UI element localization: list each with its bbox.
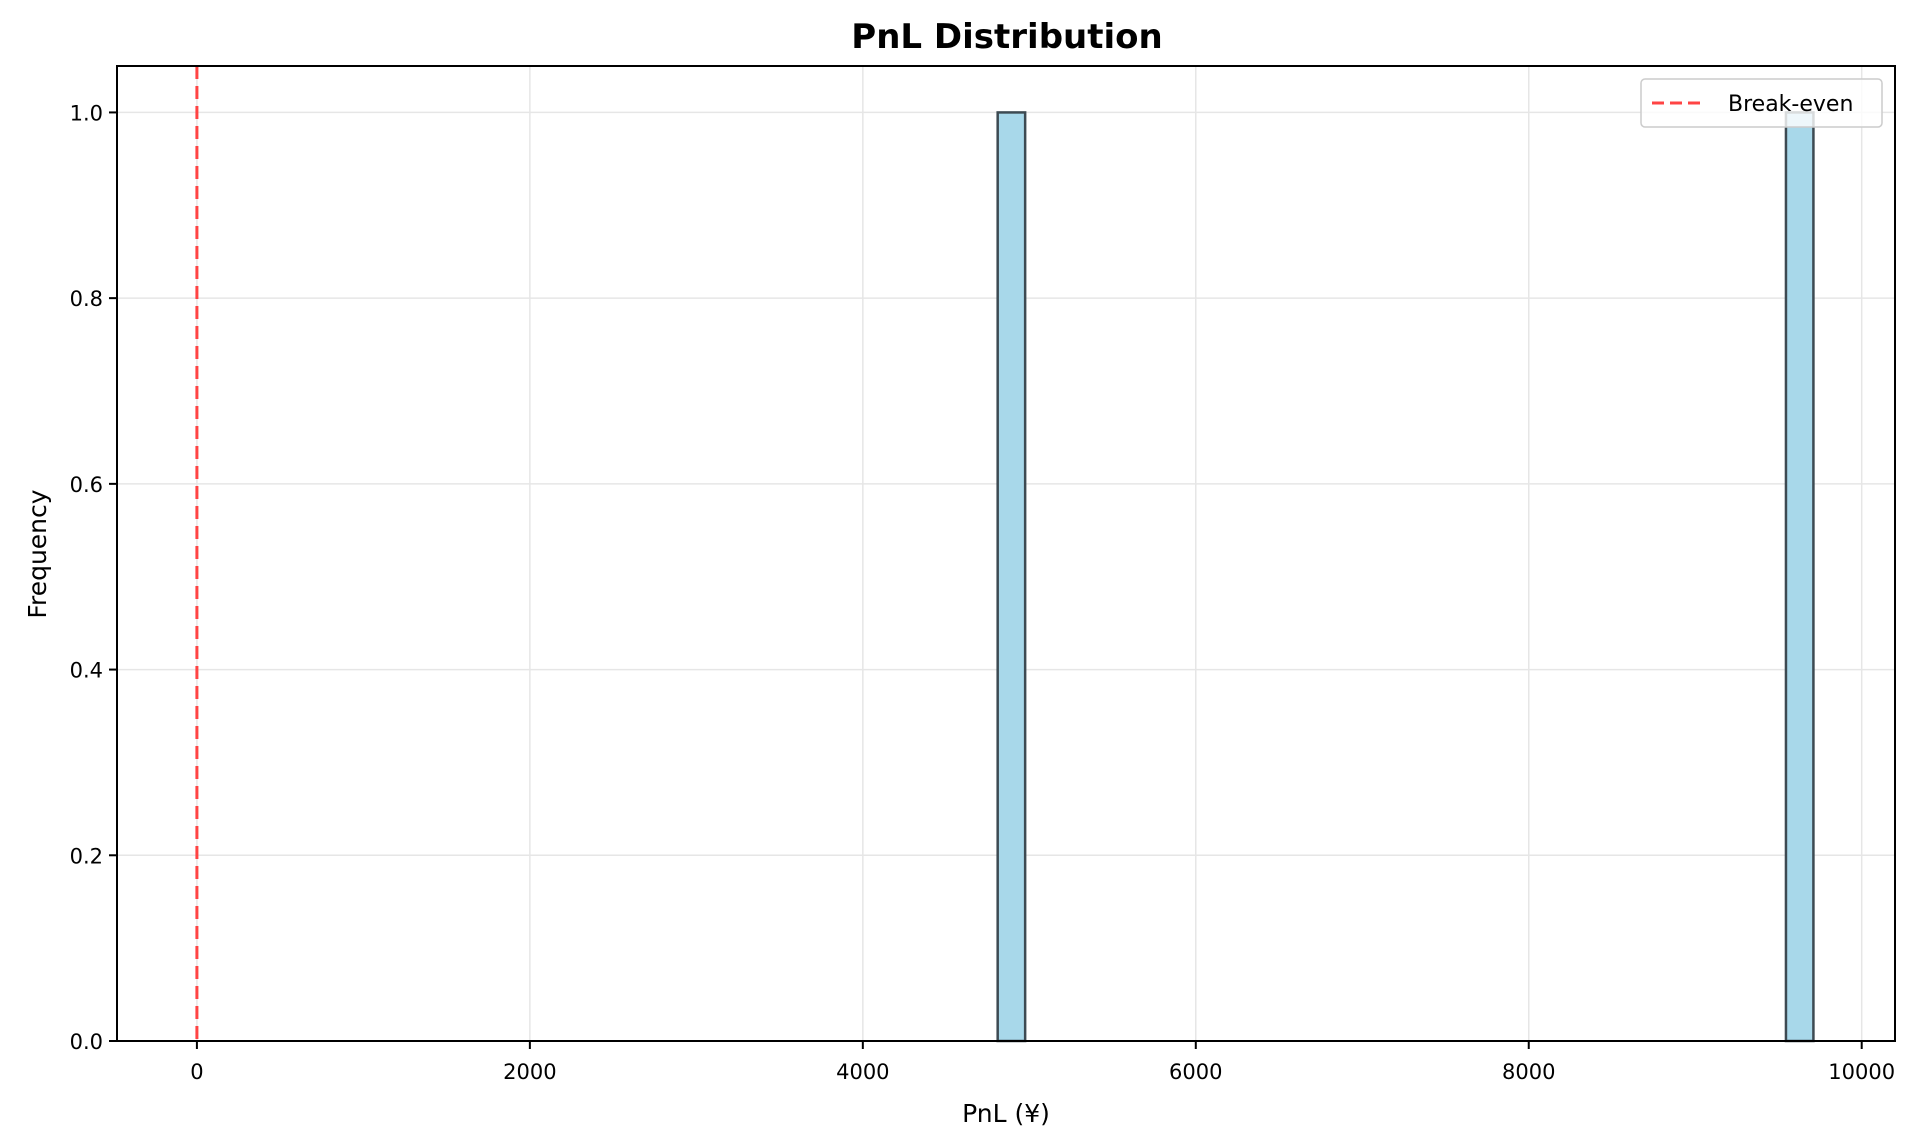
plot-frame xyxy=(116,65,1896,1042)
x-axis-label: PnL (¥) xyxy=(962,1099,1050,1128)
legend-box xyxy=(1640,78,1883,128)
x-tick-label: 0 xyxy=(190,1060,203,1084)
x-tick-label: 6000 xyxy=(1169,1060,1222,1084)
y-tick-label: 0.4 xyxy=(70,659,103,683)
legend-label-break-even: Break-even xyxy=(1728,92,1853,117)
histogram-bar xyxy=(1784,111,1815,1043)
x-axis-ticks: 0 2000 4000 6000 8000 10000 xyxy=(190,1041,1895,1084)
y-axis-label: Frequency xyxy=(23,489,52,618)
legend: Break-even xyxy=(1640,78,1883,128)
y-tick-label: 0.6 xyxy=(70,473,103,497)
x-tick-label: 10000 xyxy=(1828,1060,1895,1084)
x-tick-label: 4000 xyxy=(836,1060,889,1084)
histogram-bars xyxy=(117,111,1895,1043)
y-tick-label: 0.8 xyxy=(70,287,103,311)
y-axis-ticks: 0.0 0.2 0.4 0.6 0.8 1.0 xyxy=(70,101,117,1054)
y-tick-label: 0.0 xyxy=(70,1030,103,1054)
y-tick-label: 0.2 xyxy=(70,844,103,868)
histogram-bar xyxy=(996,111,1027,1043)
x-tick-label: 8000 xyxy=(1502,1060,1555,1084)
y-tick-label: 1.0 xyxy=(70,101,103,125)
chart-title: PnL Distribution xyxy=(851,17,1162,57)
x-tick-label: 2000 xyxy=(503,1060,556,1084)
